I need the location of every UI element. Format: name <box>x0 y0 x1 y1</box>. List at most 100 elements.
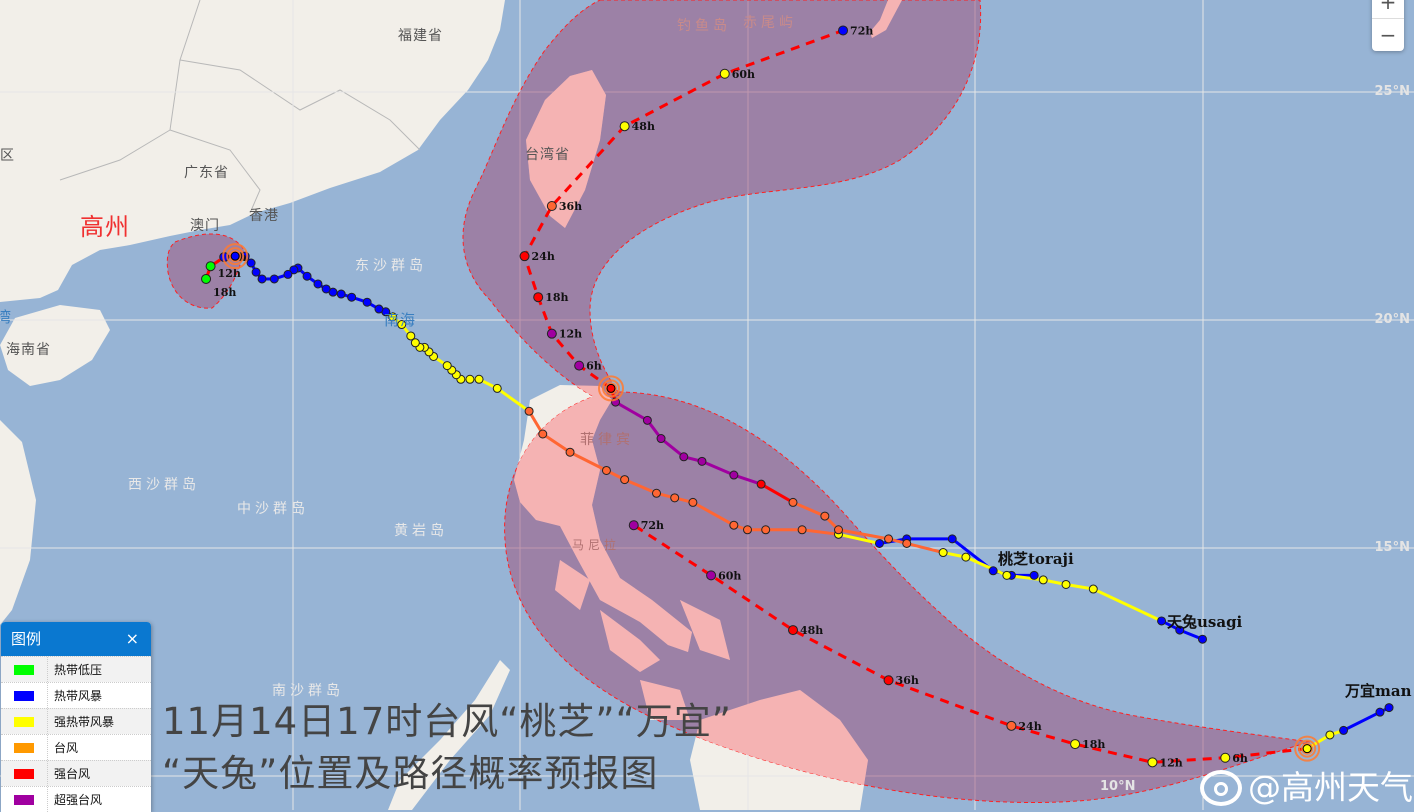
past-track-segment <box>838 532 880 545</box>
legend-label: 热带低压 <box>54 663 103 677</box>
forecast-point <box>838 25 849 36</box>
forecast-hour-label: 36h <box>896 674 919 687</box>
past-track-point <box>565 447 575 457</box>
legend-swatch <box>14 742 34 753</box>
legend-header: 图例 × <box>1 622 151 656</box>
forecast-hour-label: 18h <box>545 291 568 304</box>
place-label-macau: 澳门 <box>190 218 220 234</box>
place-label-wan: 湾 <box>0 308 13 326</box>
watermark: @高州天气 <box>1200 770 1413 806</box>
legend-label: 热带风暴 <box>54 689 103 703</box>
past-track-point <box>1375 707 1385 717</box>
weibo-logo-icon <box>1200 770 1242 806</box>
forecast-hour-label: 18h <box>1082 738 1105 751</box>
legend-item: 强台风 <box>1 760 151 786</box>
forecast-point <box>205 261 216 272</box>
past-track-segment <box>496 387 530 413</box>
current-position-marker <box>606 383 616 393</box>
legend-item: 台风 <box>1 734 151 760</box>
forecast-hour-label: 72h <box>641 519 664 532</box>
past-track-point <box>756 479 766 489</box>
watermark-text: @高州天气 <box>1248 768 1413 807</box>
place-label-philippines: 菲律宾 <box>580 432 634 448</box>
place-label-qu: 区 <box>0 148 15 164</box>
place-label-nansha: 南沙群岛 <box>272 683 344 699</box>
province-borders <box>59 0 421 214</box>
forecast-point <box>1147 757 1158 768</box>
forecast-point <box>1006 720 1017 731</box>
current-position-swirl-icon <box>1294 735 1321 762</box>
typhoon-tracks: 6h12h18h6h12h18h24h36h48h60h72h6h12h18h2… <box>201 24 1394 769</box>
place-label-huangyan: 黄岩岛 <box>394 523 448 539</box>
zoom-out-button[interactable]: − <box>1372 18 1404 51</box>
forecast-hour-label: 72h <box>850 24 873 37</box>
forecast-hour-label: 12h <box>559 328 582 341</box>
past-track-point <box>1029 570 1039 580</box>
past-track-point <box>938 548 948 558</box>
past-track-point <box>947 534 957 544</box>
past-track-point <box>442 361 452 371</box>
place-label-dongsha: 东沙群岛 <box>355 258 427 274</box>
lat-label-15n: 15°N <box>1374 540 1410 555</box>
legend-label: 强台风 <box>54 767 91 781</box>
current-position-swirl-icon <box>226 247 245 266</box>
legend-swatch <box>14 716 34 727</box>
past-track-point <box>1339 725 1349 735</box>
past-track-point <box>697 456 707 466</box>
forecast-point <box>619 121 630 132</box>
past-track-point <box>347 292 357 302</box>
past-track-point <box>1061 579 1071 589</box>
past-track-point <box>642 415 652 425</box>
past-track-point <box>336 289 346 299</box>
forecast-point <box>201 273 212 284</box>
legend-swatch <box>14 768 34 779</box>
legend-title: 图例 <box>11 630 42 648</box>
past-track-point <box>1038 575 1048 585</box>
past-track-point <box>410 338 420 348</box>
legend-panel: 图例 × 热带低压 热带风暴 强热带风暴 台风 强台风 超强台风 <box>1 622 151 812</box>
forecast-point <box>546 328 557 339</box>
past-track-point <box>884 534 894 544</box>
past-track-point <box>524 406 534 416</box>
legend-label: 强热带风暴 <box>54 715 115 729</box>
legend-label: 台风 <box>54 741 79 755</box>
place-label-guangdong: 广东省 <box>184 165 229 181</box>
forecast-hour-label: 12h <box>218 267 241 280</box>
past-track-point <box>761 525 771 535</box>
past-track-point <box>321 284 331 294</box>
past-track-point <box>1157 616 1167 626</box>
legend-close-icon[interactable]: × <box>125 629 139 648</box>
forecast-hour-label: 36h <box>559 200 582 213</box>
forecast-hour-label: 60h <box>732 68 755 81</box>
legend-swatch <box>14 794 34 805</box>
past-track-segment <box>541 432 571 454</box>
past-track-segment <box>569 450 608 472</box>
place-label-hainan: 海南省 <box>6 342 51 358</box>
past-track-segment <box>838 528 889 541</box>
past-track-point <box>788 497 798 507</box>
past-track-segment <box>1092 587 1163 623</box>
legend-item: 强热带风暴 <box>1 708 151 734</box>
forecast-hour-label: 48h <box>800 624 823 637</box>
past-track-point <box>251 267 261 277</box>
forecast-hour-label: 24h <box>1018 720 1041 733</box>
past-track-point <box>374 304 384 314</box>
past-track-point <box>1002 570 1012 580</box>
past-track-point <box>1384 703 1394 713</box>
zoom-in-button[interactable]: + <box>1379 0 1397 14</box>
map-title-line2: “天兔”位置及路径概率预报图 <box>162 752 659 795</box>
past-track-point <box>1325 730 1335 740</box>
place-label-xisha: 西沙群岛 <box>128 477 200 493</box>
past-track-point <box>406 331 416 341</box>
usagi-cone <box>462 0 982 401</box>
place-label-nanhai: 南海 <box>384 311 417 329</box>
past-track-point <box>874 538 884 548</box>
past-track-point <box>961 552 971 562</box>
storm-label-usagi: 天兔usagi <box>1167 613 1243 631</box>
past-track-point <box>362 297 372 307</box>
forecast-point <box>533 292 544 303</box>
current-position-swirl-icon <box>222 243 249 270</box>
forecast-point <box>628 520 639 531</box>
place-label-fujian: 福建省 <box>398 28 443 44</box>
